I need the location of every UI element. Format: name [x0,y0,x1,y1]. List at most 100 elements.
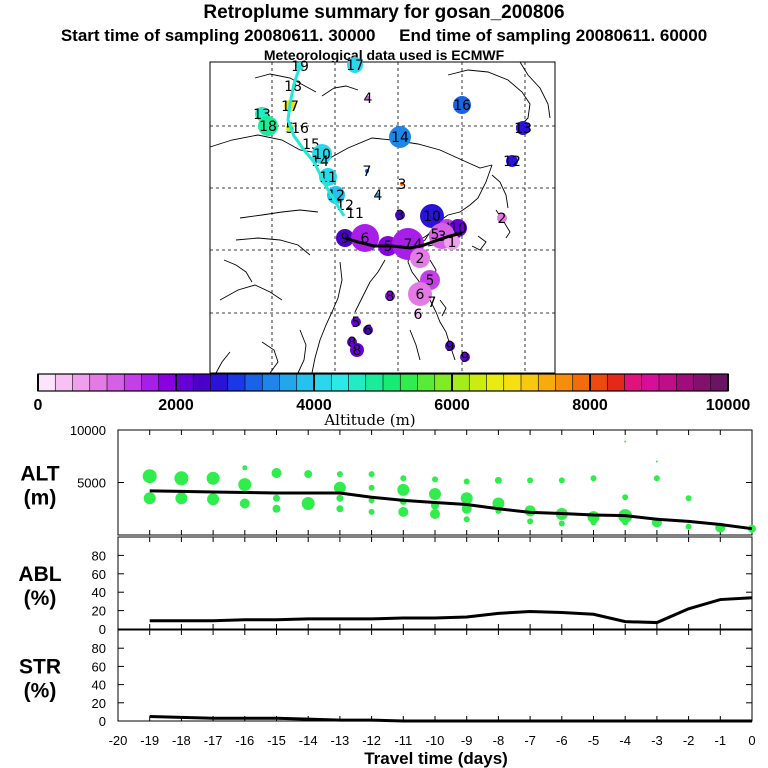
alt-point [273,494,280,502]
map-cluster-label: 6 [416,287,425,303]
map-cluster-label: 3 [398,177,407,193]
colorbar-swatch [676,374,694,391]
colorbar-swatch [469,374,487,391]
x-tick-label: -11 [394,733,412,748]
colorbar-swatch [434,374,453,391]
colorbar-swatch [124,374,142,391]
map-cluster-label: 5 [352,315,361,331]
alt-point [398,506,409,517]
map-cluster-label: 5 [431,227,440,243]
map-cluster-dot [414,310,422,318]
colorbar-label: Altitude (m) [323,411,415,429]
colorbar-swatch [245,374,263,391]
colorbar-swatch [227,374,246,391]
x-tick-label: -15 [267,733,286,748]
colorbar-swatch [296,374,315,391]
coastline [215,351,231,374]
map-cluster-dot [506,155,518,167]
alt-ylabel-unit: (m) [24,487,57,510]
map-cluster-label: 5 [426,273,435,289]
colorbar-swatch [521,374,539,391]
alt-point [301,497,315,510]
coastline [519,61,551,119]
colorbar-tick-label: 6000 [434,397,470,414]
alt-point [558,520,565,527]
alt-point [655,460,658,463]
abl-ytick-label: 60 [92,567,106,582]
str-ytick-label: 0 [99,714,106,729]
colorbar-swatch [417,374,436,391]
map-cluster-dot [351,317,361,327]
map-cluster-dot [460,352,470,362]
colorbar-swatch [572,374,591,391]
colorbar-swatch [383,374,401,391]
colorbar-swatch [107,374,125,391]
map-cluster-dot [453,96,471,114]
map-cluster-label: 9 [461,350,470,366]
str-ytick-label: 20 [92,696,106,711]
abl-ytick-label: 80 [92,548,106,563]
map-cluster-label: 8 [348,335,357,351]
alt-point [558,477,565,484]
abl-ylabel-unit: (%) [24,587,57,610]
coastline [321,85,359,97]
map-cluster-label: 16 [291,121,309,137]
colorbar-swatch [89,374,108,391]
map-cluster-dot [445,341,455,351]
x-tick-label: -3 [651,733,663,748]
chart-title: Retroplume summary for gosan_200806 [203,2,565,23]
map-cluster-dot [497,213,507,223]
alt-point [336,505,344,513]
alt-point [333,481,346,494]
alt-point [272,504,281,513]
colorbar-swatch [538,374,556,391]
colorbar-swatch [624,374,643,391]
coastline [471,235,487,251]
coastline [239,209,319,219]
map-cluster-label: 12 [503,154,521,170]
colorbar-swatch [158,374,177,391]
colorbar-swatch [693,374,712,391]
alt-point [368,508,375,515]
map-cluster-dot [258,116,278,136]
colorbar-tick-label: 8000 [572,397,608,414]
alt-point [271,468,282,479]
map-cluster-dot [420,204,444,228]
map-cluster-label: 3 [396,208,405,224]
alt-point [207,493,220,506]
map-cluster-label: 11 [346,206,364,222]
x-tick-label: -16 [235,733,254,748]
alt-point [175,492,188,505]
map-cluster-label: 4 [364,91,373,107]
colorbar-swatch [590,374,608,391]
colorbar-swatch [72,374,91,391]
abl-ylabel: ABL [18,563,61,586]
str-line [149,714,752,723]
str-ytick-label: 60 [92,659,106,674]
colorbar-swatch [348,374,367,391]
map-cluster-dot [408,282,432,306]
alt-point [304,470,313,479]
str-ytick-label: 40 [92,678,106,693]
colorbar-tick-label: 2000 [158,397,194,414]
x-tick-label: -6 [556,733,568,748]
map-cluster-dot [385,291,395,301]
alt-point [242,465,248,471]
coastline [223,259,253,283]
alt-point [685,523,692,530]
x-tick-label: -9 [461,733,473,748]
map-cluster-label: 16 [453,98,471,114]
alt-point [527,477,534,484]
colorbar-swatch [365,374,384,391]
alt-point [429,488,441,501]
alt-ytick-label: 10000 [70,423,106,438]
colorbar-swatch [38,374,56,391]
map-cluster-dot [350,343,364,357]
map-cluster-label: 12 [327,188,345,204]
map-cluster-label: 9 [446,339,455,355]
map-cluster-label: 14 [391,130,409,146]
alt-point [432,476,438,483]
map-cluster-dot [395,210,405,220]
colorbar-swatch [210,374,229,391]
map-cluster-label: 6 [414,307,423,323]
